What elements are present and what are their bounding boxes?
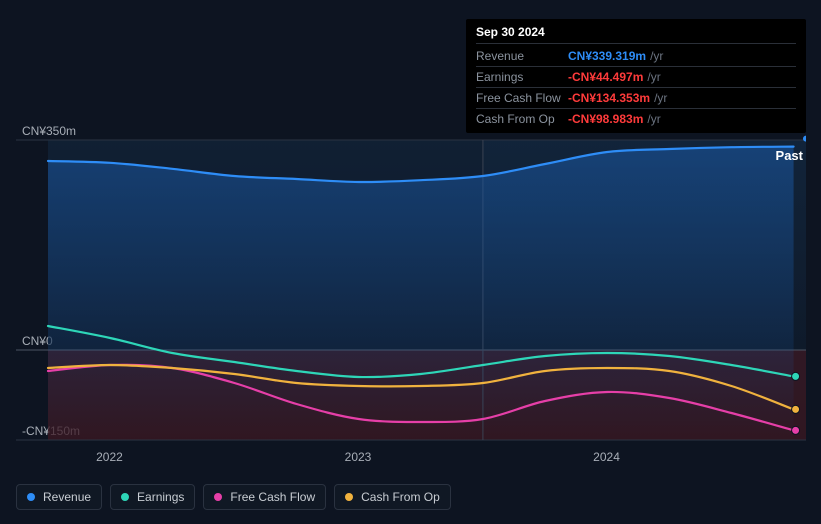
legend-dot-icon [27, 493, 35, 501]
chart-svg [16, 125, 806, 445]
x-axis-labels: 2022 2023 2024 [16, 450, 806, 470]
legend-label: Cash From Op [361, 490, 440, 504]
tooltip-row: Earnings-CN¥44.497m/yr [476, 67, 796, 88]
tooltip-row-value: -CN¥98.983m [568, 112, 643, 126]
tooltip-row-unit: /yr [650, 49, 663, 63]
tooltip-row-value: -CN¥44.497m [568, 70, 643, 84]
legend-dot-icon [345, 493, 353, 501]
tooltip-row: RevenueCN¥339.319m/yr [476, 46, 796, 67]
tooltip-row-label: Earnings [476, 70, 568, 84]
legend-item[interactable]: Earnings [110, 484, 195, 510]
tooltip-row: Free Cash Flow-CN¥134.353m/yr [476, 88, 796, 109]
x-axis-label: 2024 [593, 450, 620, 464]
tooltip-row: Cash From Op-CN¥98.983m/yr [476, 109, 796, 129]
legend: Revenue Earnings Free Cash Flow Cash From O… [16, 484, 451, 510]
tooltip-row-unit: /yr [654, 91, 667, 105]
legend-dot-icon [214, 493, 222, 501]
legend-label: Earnings [137, 490, 184, 504]
tooltip-date: Sep 30 2024 [476, 25, 796, 44]
tooltip-row-value: -CN¥134.353m [568, 91, 650, 105]
tooltip-row-value: CN¥339.319m [568, 49, 646, 63]
legend-label: Revenue [43, 490, 91, 504]
tooltip-row-label: Revenue [476, 49, 568, 63]
chart-area[interactable] [16, 125, 806, 445]
legend-label: Free Cash Flow [230, 490, 315, 504]
legend-dot-icon [121, 493, 129, 501]
tooltip-row-label: Cash From Op [476, 112, 568, 126]
legend-item[interactable]: Free Cash Flow [203, 484, 326, 510]
legend-item[interactable]: Revenue [16, 484, 102, 510]
data-tooltip: Sep 30 2024 RevenueCN¥339.319m/yrEarning… [466, 19, 806, 133]
tooltip-row-unit: /yr [647, 70, 660, 84]
past-label: Past [776, 148, 803, 163]
x-axis-label: 2023 [345, 450, 372, 464]
x-axis-label: 2022 [96, 450, 123, 464]
tooltip-row-unit: /yr [647, 112, 660, 126]
tooltip-row-label: Free Cash Flow [476, 91, 568, 105]
legend-item[interactable]: Cash From Op [334, 484, 451, 510]
